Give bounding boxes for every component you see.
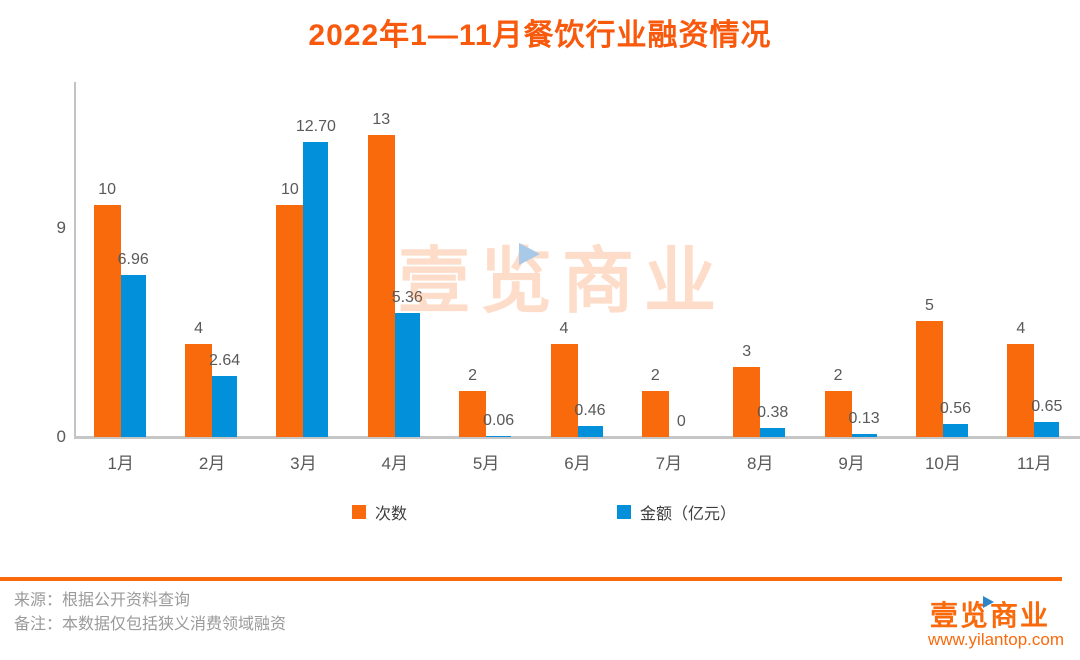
bar-s1-m2 (212, 375, 238, 437)
legend-item-count: 次数 (352, 500, 407, 524)
data-label-s0-m6: 4 (559, 320, 569, 338)
bar-s1-m10 (942, 423, 968, 437)
data-label-s1-m4: 5.36 (391, 288, 423, 306)
bar-s1-m11 (1034, 421, 1060, 437)
bar-s0-m10 (915, 320, 943, 437)
bar-s1-m6 (577, 426, 603, 437)
watermark-text: 壹览商业 (398, 242, 727, 322)
x-tick-10: 10月 (924, 454, 961, 473)
x-tick-11: 11月 (1016, 454, 1052, 473)
x-tick-5: 5月 (472, 454, 500, 473)
bar-s1-m4 (394, 312, 420, 437)
bar-s0-m2 (185, 344, 213, 437)
bar-s0-m4 (367, 135, 395, 437)
play-icon (519, 243, 540, 265)
bar-s1-m8 (760, 428, 786, 437)
x-tick-8: 8月 (746, 454, 774, 473)
data-label-s0-m4: 13 (372, 111, 391, 129)
data-label-s0-m1: 10 (98, 180, 117, 198)
legend-item-amount: 金额（亿元） (617, 500, 736, 524)
x-tick-9: 9月 (838, 454, 865, 473)
x-tick-6: 6月 (564, 454, 591, 473)
data-label-s0-m9: 2 (833, 366, 843, 384)
x-tick-4: 4月 (381, 454, 408, 473)
data-label-s1-m1: 6.96 (117, 251, 149, 269)
data-label-s0-m10: 5 (924, 296, 934, 314)
data-label-s1-m8: 0.38 (757, 404, 789, 422)
footer-source: 来源：根据公开资料查询 (14, 592, 191, 609)
legend-label-count: 次数 (375, 506, 408, 523)
bar-s0-m5 (459, 390, 487, 437)
data-label-s0-m8: 3 (742, 343, 752, 361)
data-label-s1-m3: 12.70 (295, 118, 336, 136)
y-tick-label-9: 9 (56, 218, 66, 237)
data-label-s1-m9: 0.13 (848, 409, 880, 427)
brand-flag-icon (983, 596, 994, 608)
bar-s0-m11 (1007, 344, 1035, 437)
x-axis-line (74, 436, 1080, 439)
legend-label-amount: 金额（亿元） (640, 506, 737, 523)
bar-s0-m7 (641, 390, 669, 437)
y-tick-label-0: 0 (56, 427, 66, 446)
x-tick-2: 2月 (198, 454, 226, 473)
bar-s1-m5 (486, 435, 512, 437)
bar-s0-m8 (733, 367, 761, 437)
bar-s1-m9 (851, 433, 877, 437)
legend-swatch-count (352, 505, 366, 519)
data-label-s0-m11: 4 (1016, 320, 1026, 338)
bar-s1-m1 (120, 275, 146, 437)
x-tick-7: 7月 (655, 454, 683, 473)
legend-swatch-amount (617, 505, 631, 519)
y-axis-line (74, 82, 76, 437)
page-title: 2022年1—11月餐饮行业融资情况 (308, 19, 772, 52)
data-label-s0-m2: 4 (194, 320, 203, 338)
footer-note: 备注：本数据仅包括狭义消费领域融资 (14, 616, 287, 633)
data-label-s1-m7: 0 (676, 413, 686, 430)
data-label-s1-m6: 0.46 (574, 402, 606, 420)
bar-s0-m3 (276, 204, 304, 437)
data-label-s1-m5: 0.06 (483, 411, 515, 429)
x-tick-1: 1月 (107, 454, 134, 473)
data-label-s1-m2: 2.64 (208, 351, 241, 369)
data-label-s1-m11: 0.65 (1031, 397, 1063, 415)
bar-s0-m6 (550, 344, 578, 437)
bar-s0-m9 (824, 390, 852, 437)
footer-divider (0, 577, 1062, 581)
bar-s0-m1 (93, 204, 121, 437)
data-label-s0-m5: 2 (468, 366, 478, 384)
data-label-s0-m7: 2 (650, 366, 660, 384)
data-label-s0-m3: 10 (281, 180, 299, 198)
bar-s1-m3 (303, 142, 329, 437)
brand-url: www.yilantop.com (927, 630, 1064, 649)
x-tick-3: 3月 (290, 454, 317, 473)
data-label-s1-m10: 0.56 (939, 399, 971, 417)
